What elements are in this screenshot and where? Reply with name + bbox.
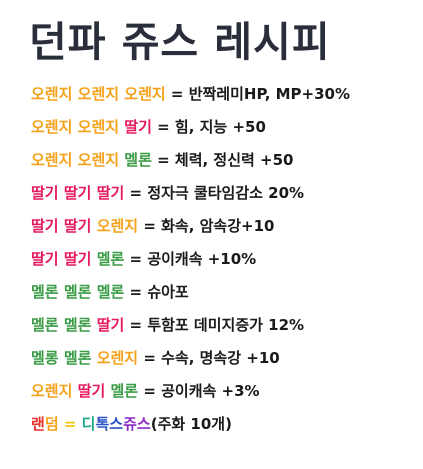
page-title: 던파 쥬스 레시피: [29, 18, 331, 66]
recipe-effect: 정자극 쿨타임감소 20%: [147, 184, 305, 202]
recipe-effect: 투함포 데미지증가 12%: [147, 316, 305, 334]
recipe-effect: 공이캐속 +3%: [161, 382, 260, 400]
ingredient-orange: 오렌지: [31, 382, 73, 400]
recipe-row: 딸기 딸기 딸기 = 정자극 쿨타임감소 20%: [31, 184, 305, 202]
random-note: (주화 10개): [150, 415, 232, 433]
ingredient-orange: 오렌지: [96, 217, 139, 235]
recipe-row: 딸기 딸기 오렌지 = 화속, 암속강+10: [31, 217, 275, 235]
ingredient-melon: 멜론: [96, 250, 125, 268]
recipe-row: 멜론 멜론 멜론 = 슈아포: [31, 283, 189, 301]
recipe-effect: 체력, 정신력 +50: [174, 151, 294, 169]
recipe-row: 오렌지 오렌지 오렌지 = 반짝레미HP, MP+30%: [31, 85, 351, 103]
ingredient-orange: 오렌지: [31, 118, 73, 136]
random-result-char: 디: [81, 415, 96, 433]
ingredient-melon: 멜론: [96, 283, 125, 301]
recipe-effect: 힘, 지능 +50: [174, 118, 266, 136]
random-label: 덤: [44, 415, 59, 433]
recipe-effect: 슈아포: [147, 283, 189, 301]
ingredient-strawberry: 딸기: [63, 184, 92, 202]
recipe-row: 멜론 멜론 딸기 = 투함포 데미지증가 12%: [31, 316, 305, 334]
random-result-char: 스: [136, 415, 151, 433]
ingredient-strawberry: 딸기: [124, 118, 152, 136]
ingredient-melon: 멜론: [31, 283, 59, 301]
recipe-row: 오렌지 딸기 멜론 = 공이캐속 +3%: [31, 382, 260, 400]
ingredient-melon: 멜론: [63, 316, 92, 334]
ingredient-strawberry: 딸기: [63, 217, 92, 235]
recipe-row: 오렌지 오렌지 딸기 = 힘, 지능 +50: [31, 118, 266, 136]
recipe-row: 오렌지 오렌지 멜론 = 체력, 정신력 +50: [31, 151, 294, 169]
ingredient-orange: 오렌지: [31, 151, 73, 169]
ingredient-strawberry: 딸기: [96, 184, 125, 202]
ingredient-strawberry: 딸기: [31, 250, 59, 268]
equals-sign: =: [63, 415, 77, 433]
recipe-effect: 수속, 명속강 +10: [161, 349, 280, 367]
random-label: 랜: [31, 415, 45, 433]
recipe-effect: 공이캐속 +10%: [147, 250, 257, 268]
ingredient-melon: 멜론: [110, 382, 139, 400]
ingredient-strawberry: 딸기: [77, 382, 106, 400]
ingredient-orange: 오렌지: [124, 85, 166, 103]
random-recipe-row: 랜덤 = 디톡스쥬스(주화 10개): [31, 415, 350, 448]
ingredient-melon: 멜론: [63, 349, 92, 367]
ingredient-melon: 멜롱: [31, 349, 59, 367]
recipe-row: 멜롱 멜론 오렌지 = 수속, 명속강 +10: [31, 349, 280, 367]
recipe-row: 딸기 딸기 멜론 = 공이캐속 +10%: [31, 250, 257, 268]
ingredient-melon: 멜론: [63, 283, 92, 301]
random-result-char: 스: [109, 415, 124, 433]
ingredient-strawberry: 딸기: [31, 184, 59, 202]
recipe-effect: 화속, 암속강+10: [161, 217, 275, 235]
ingredient-strawberry: 딸기: [63, 250, 92, 268]
ingredient-strawberry: 딸기: [31, 217, 59, 235]
ingredient-orange: 오렌지: [77, 85, 120, 103]
random-result-char: 쥬: [123, 415, 137, 433]
ingredient-orange: 오렌지: [31, 85, 73, 103]
ingredient-orange: 오렌지: [96, 349, 139, 367]
ingredient-melon: 멜론: [124, 151, 152, 169]
recipe-effect: 반짝레미HP, MP+30%: [188, 85, 351, 103]
ingredient-orange: 오렌지: [77, 118, 120, 136]
recipe-list: 오렌지 오렌지 오렌지 = 반짝레미HP, MP+30% 오렌지 오렌지 딸기 …: [31, 85, 350, 448]
ingredient-strawberry: 딸기: [96, 316, 125, 334]
ingredient-orange: 오렌지: [77, 151, 120, 169]
ingredient-melon: 멜론: [31, 316, 59, 334]
random-result-char: 톡: [95, 415, 110, 433]
